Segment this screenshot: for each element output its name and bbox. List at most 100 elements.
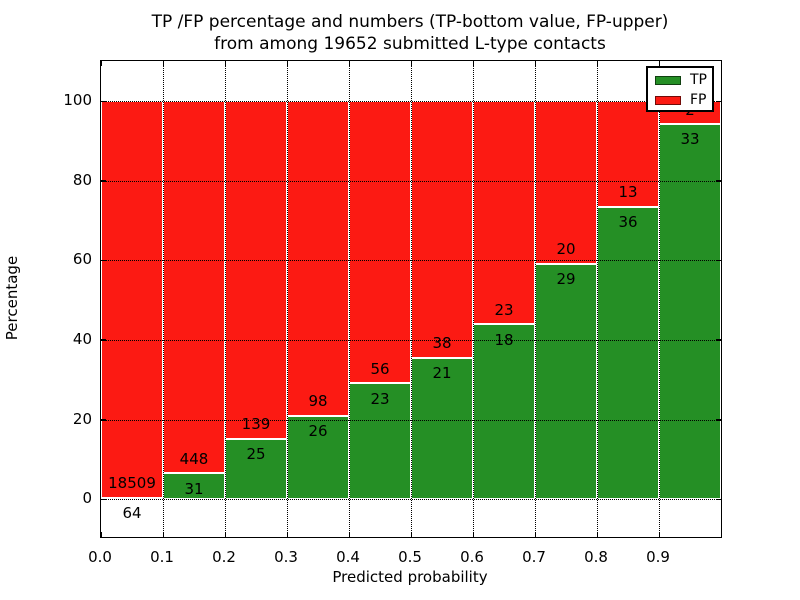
- chart-title-line2: from among 19652 submitted L-type contac…: [214, 34, 606, 54]
- y-tick-mark: [716, 498, 721, 501]
- x-tick-label: 0.5: [398, 548, 422, 566]
- bar-label-tp: 21: [432, 364, 452, 383]
- x-tick-label: 0.2: [212, 548, 236, 566]
- y-tick-mark: [101, 339, 106, 341]
- y-tick-mark: [101, 419, 106, 421]
- x-tick-mark: [348, 532, 350, 537]
- bar-label-fp: 38: [432, 334, 452, 353]
- y-tick-mark: [716, 259, 721, 262]
- gridline-vertical: [473, 61, 474, 537]
- bar-segment-fp: [225, 101, 287, 439]
- x-tick-mark: [162, 532, 164, 537]
- y-axis-label: Percentage: [3, 255, 21, 341]
- y-tick-mark: [716, 100, 721, 103]
- y-tick-mark: [716, 180, 721, 182]
- y-tick-label: 100: [63, 91, 92, 110]
- chart-title-line1: TP /FP percentage and numbers (TP-bottom…: [151, 12, 669, 32]
- x-tick-mark: [100, 61, 102, 66]
- bar-segment-fp: [597, 101, 659, 207]
- gridline-vertical: [597, 61, 598, 537]
- bar-segment-fp: [411, 101, 473, 358]
- y-tick-mark: [716, 339, 721, 341]
- bar-segment-fp: [473, 101, 535, 325]
- x-tick-label: 0.9: [646, 548, 670, 566]
- bar-label-tp: 31: [184, 479, 204, 498]
- legend-label-tp: TP: [690, 72, 707, 88]
- y-tick-mark: [101, 259, 106, 262]
- x-axis-label: Predicted probability: [332, 568, 488, 586]
- bar-segment-fp: [287, 101, 349, 416]
- legend: TP FP: [646, 66, 714, 112]
- bar-label-tp: 18: [494, 330, 514, 349]
- bar-label-fp: 13: [618, 183, 638, 202]
- x-tick-mark: [410, 61, 412, 66]
- legend-entry-fp: FP: [648, 90, 712, 110]
- bar-label-fp: 23: [494, 301, 514, 320]
- y-tick-mark: [101, 180, 106, 182]
- x-tick-label: 0.0: [88, 548, 112, 566]
- bar-label-fp: 98: [308, 392, 328, 411]
- y-tick-label: 0: [82, 489, 92, 508]
- gridline-vertical: [349, 61, 350, 537]
- bar-segment-tp: [659, 123, 721, 500]
- x-tick-mark: [224, 61, 226, 66]
- y-tick-label: 20: [72, 409, 92, 428]
- bar-label-tp: 25: [246, 445, 266, 464]
- gridline-vertical: [163, 61, 164, 537]
- legend-label-fp: FP: [690, 92, 707, 108]
- bar-label-fp: 18509: [108, 474, 156, 493]
- x-tick-label: 0.6: [460, 548, 484, 566]
- legend-entry-tp: TP: [648, 70, 712, 90]
- x-tick-label: 0.1: [150, 548, 174, 566]
- x-tick-mark: [472, 61, 474, 66]
- bar-segment-tp: [473, 324, 535, 500]
- x-tick-mark: [472, 532, 474, 537]
- gridline-vertical: [659, 61, 660, 537]
- y-tick-mark: [716, 419, 721, 421]
- bar-segment-fp: [163, 101, 225, 474]
- gridline-vertical: [535, 61, 536, 537]
- x-tick-mark: [410, 532, 412, 537]
- bar-segment-fp: [535, 101, 597, 264]
- x-tick-label: 0.7: [522, 548, 546, 566]
- gridline-vertical: [225, 61, 226, 537]
- x-tick-mark: [162, 61, 164, 66]
- x-tick-mark: [658, 532, 660, 537]
- bar-label-tp: 23: [370, 389, 390, 408]
- bar-label-tp: 36: [618, 213, 638, 232]
- y-tick-label: 60: [72, 250, 92, 269]
- x-tick-label: 0.8: [584, 548, 608, 566]
- bar-segment-tp: [287, 415, 349, 500]
- fp-legend-swatch-icon: [655, 95, 681, 105]
- bar-label-fp: 20: [556, 240, 576, 259]
- plot-area: 18509 64 448 31 139 25 98 26 56 23 38 21 23 18 20 29 13 3…: [100, 60, 722, 538]
- x-tick-mark: [348, 61, 350, 66]
- y-tick-label: 40: [72, 329, 92, 348]
- bar-label-tp: 26: [308, 422, 328, 441]
- bar-label-fp: 56: [370, 359, 390, 378]
- bar-segment-fp: [101, 101, 163, 498]
- gridline-vertical: [287, 61, 288, 537]
- bar-segment-tp: [349, 383, 411, 500]
- chart-title: TP /FP percentage and numbers (TP-bottom…: [100, 11, 720, 55]
- x-tick-label: 0.3: [274, 548, 298, 566]
- tp-legend-swatch-icon: [655, 75, 681, 85]
- x-tick-mark: [534, 61, 536, 66]
- x-tick-label: 0.4: [336, 548, 360, 566]
- gridline-vertical: [411, 61, 412, 537]
- x-tick-mark: [534, 532, 536, 537]
- y-tick-mark: [101, 100, 106, 103]
- bar-label-fp: 448: [179, 450, 209, 469]
- bar-segment-tp: [163, 473, 225, 500]
- bar-segment-tp: [535, 263, 597, 500]
- x-tick-mark: [596, 61, 598, 66]
- x-tick-mark: [658, 61, 660, 66]
- bar-label-tp: 29: [556, 270, 576, 289]
- x-tick-mark: [100, 532, 102, 537]
- x-tick-mark: [286, 532, 288, 537]
- x-tick-mark: [224, 532, 226, 537]
- y-tick-label: 80: [72, 170, 92, 189]
- bar-label-tp: 64: [122, 504, 142, 523]
- bar-segment-tp: [597, 206, 659, 500]
